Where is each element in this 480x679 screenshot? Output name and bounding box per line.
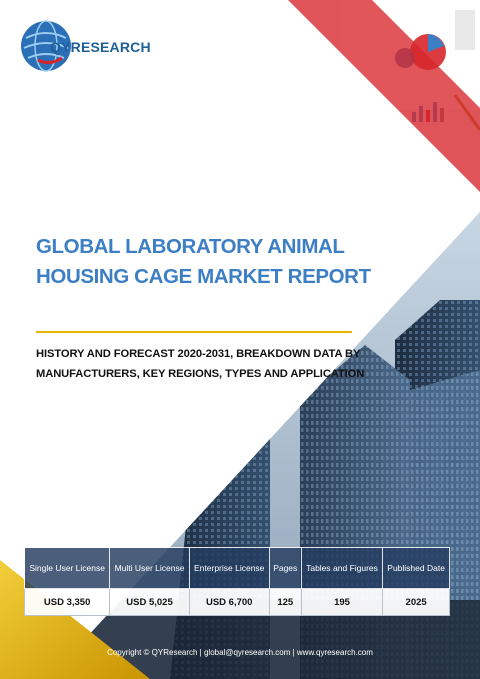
- single-user-price: USD 3,350: [23, 588, 111, 616]
- published-date-value: 2025: [382, 588, 450, 616]
- header-single-user-license: Single User License: [23, 547, 111, 589]
- brand-logo: QYRESEARCH: [20, 20, 151, 72]
- license-table-header-row: Single User License Multi User License E…: [23, 547, 450, 589]
- report-title: GLOBAL LABORATORY ANIMAL HOUSING CAGE MA…: [36, 235, 371, 288]
- brand-name: QYRESEARCH: [50, 39, 151, 55]
- tables-figures-value: 195: [300, 588, 384, 616]
- header-published-date: Published Date: [382, 547, 450, 589]
- footer-copyright: Copyright © QYResearch | global@qyresear…: [107, 648, 373, 657]
- header-pages: Pages: [268, 547, 302, 589]
- header-enterprise-license: Enterprise License: [188, 547, 270, 589]
- enterprise-price: USD 6,700: [188, 588, 270, 616]
- report-subtitle: HISTORY AND FORECAST 2020-2031, BREAKDOW…: [36, 348, 365, 380]
- title-divider: [36, 331, 352, 333]
- header-tables-and-figures: Tables and Figures: [300, 547, 384, 589]
- license-table-value-row: USD 3,350 USD 5,025 USD 6,700 125 195 20…: [23, 588, 450, 616]
- pages-value: 125: [268, 588, 302, 616]
- header-multi-user-license: Multi User License: [109, 547, 190, 589]
- license-table: Single User License Multi User License E…: [23, 547, 450, 616]
- multi-user-price: USD 5,025: [109, 588, 190, 616]
- globe-icon: [21, 20, 71, 72]
